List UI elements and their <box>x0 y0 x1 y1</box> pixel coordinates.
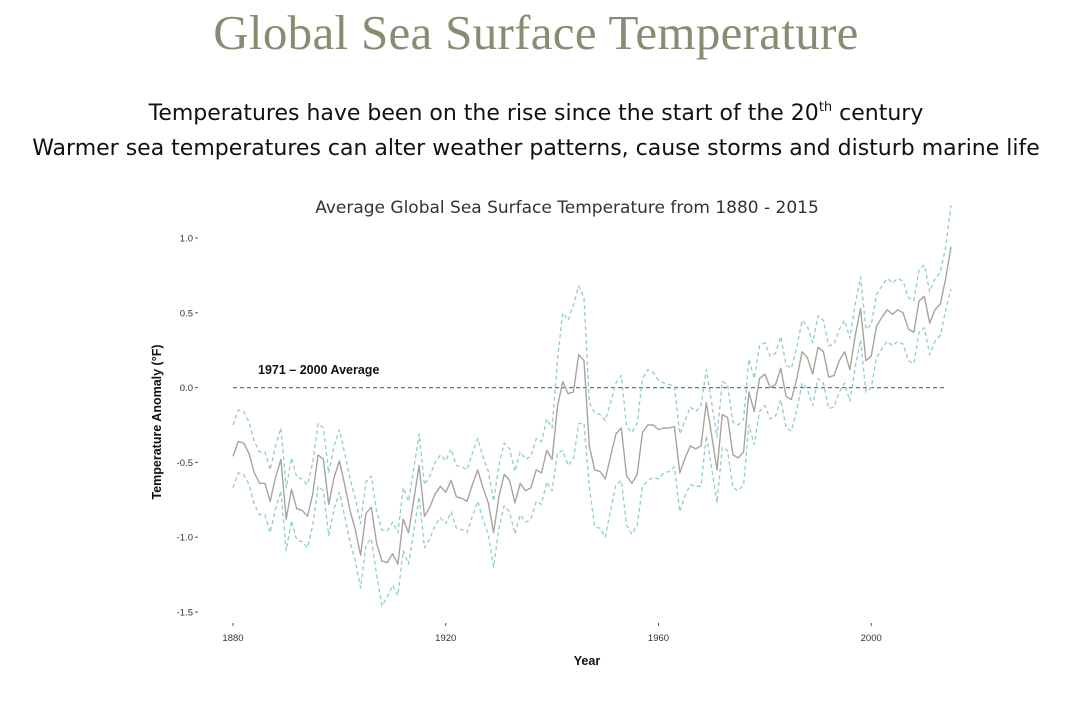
y-axis-label: Temperature Anomaly (°F) <box>150 344 164 499</box>
x-tick-label: 2000 <box>861 633 882 644</box>
y-tick-label: -1.0 <box>177 533 193 544</box>
subtitle-line-1-tail: century <box>832 101 924 126</box>
x-axis-label: Year <box>574 654 601 668</box>
y-axis: 1.0 0.5 0.0 -0.5 -1.0 -1.5 <box>177 234 198 619</box>
y-tick-label: 0.5 <box>180 308 193 319</box>
y-tick-label: -0.5 <box>177 458 193 469</box>
x-tick-label: 1880 <box>222 633 243 644</box>
confidence-bound-line <box>232 205 952 534</box>
x-tick-label: 1920 <box>435 633 456 644</box>
series-group <box>232 205 952 607</box>
slide-title: Global Sea Surface Temperature <box>213 5 859 60</box>
subtitle-line-2: Warmer sea temperatures can alter weathe… <box>32 136 1040 161</box>
x-axis: 1880 1920 1960 2000 <box>222 623 882 644</box>
temperature-anomaly-line <box>232 246 952 565</box>
y-tick-label: 1.0 <box>180 234 193 245</box>
y-tick-label: -1.5 <box>177 608 193 619</box>
chart-title: Average Global Sea Surface Temperature f… <box>315 198 819 218</box>
subtitle-line-1: Temperatures have been on the rise since… <box>0 100 1072 126</box>
reference-line-label: 1971 – 2000 Average <box>258 363 379 377</box>
y-tick-label: 0.0 <box>180 383 193 394</box>
subtitle-line-1-superscript: th <box>818 100 833 115</box>
subtitle-line-1-text: Temperatures have been on the rise since… <box>148 101 819 126</box>
confidence-bound-line <box>232 288 952 607</box>
x-tick-label: 1960 <box>648 633 669 644</box>
